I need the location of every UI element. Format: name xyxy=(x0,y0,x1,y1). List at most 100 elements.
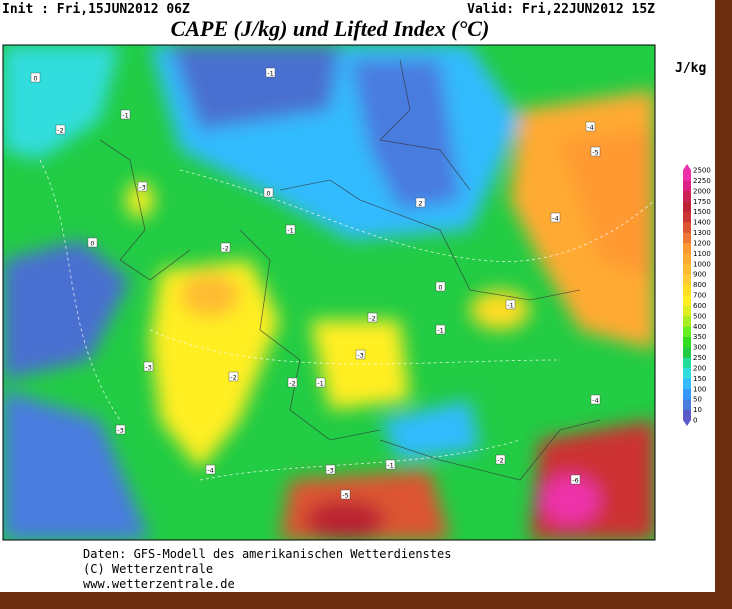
map-label: -1 xyxy=(122,112,128,120)
colorbar-band xyxy=(683,222,691,233)
map-label-box xyxy=(315,377,326,388)
unit-label: J/kg xyxy=(675,61,706,76)
map-label: 0 xyxy=(266,190,270,198)
colorbar-tick-label: 1500 xyxy=(693,208,711,216)
colorbar-tick-label: 400 xyxy=(693,323,706,331)
map-label: -2 xyxy=(289,380,295,388)
map-label-box xyxy=(340,489,351,500)
colorbar-band xyxy=(683,336,691,348)
colorbar-tick-label: 10 xyxy=(693,406,702,414)
colorbar-tick-label: 1400 xyxy=(693,219,711,227)
map-label-box xyxy=(435,324,446,335)
colorbar-band xyxy=(683,409,691,421)
map-label-box xyxy=(355,349,366,360)
map-frame xyxy=(2,44,656,541)
colorbar-tick-label: 200 xyxy=(693,364,706,372)
map-label: -2 xyxy=(57,127,63,135)
colorbar-band xyxy=(683,180,691,192)
map-label-box xyxy=(550,212,561,223)
map-label-box xyxy=(263,187,274,198)
colorbar-tick-label: 150 xyxy=(693,375,706,383)
map-label: -3 xyxy=(145,364,151,372)
map-label-box xyxy=(228,371,239,382)
colorbar-band xyxy=(683,399,691,410)
map-label-box xyxy=(385,459,396,470)
colorbar-tick-label: 1100 xyxy=(693,250,711,258)
map-label-box xyxy=(367,312,378,323)
map-labels: 0 -1 -2 -1 -3 0 0 -1 -2 -3 -4 -2 -3 -2 -1 -3 -4 -4 -5 -2 -1 -… xyxy=(30,67,601,500)
map-label-box xyxy=(287,377,298,388)
map-label: -2 xyxy=(497,457,503,465)
colorbar-tick-label: 800 xyxy=(693,281,706,289)
colorbar-tick-label: 700 xyxy=(693,292,706,300)
colorbar-tick-label: 250 xyxy=(693,354,706,362)
map-label-box xyxy=(55,124,66,135)
map xyxy=(3,45,655,540)
colorbar-band xyxy=(683,347,691,358)
colorbar-cap xyxy=(683,420,691,426)
colorbar-band xyxy=(683,357,691,369)
map-label-box xyxy=(585,121,596,132)
valid-time: Valid: Fri,22JUN2012 15Z xyxy=(467,2,655,17)
map-title: CAPE (J/kg) und Lifted Index (°C) xyxy=(171,16,490,41)
map-label-box xyxy=(30,72,41,83)
map-label: 0 xyxy=(438,284,442,292)
colorbar-tick-label: 500 xyxy=(693,312,706,320)
map-label: -4 xyxy=(592,397,598,405)
colorbar-cap xyxy=(683,164,691,170)
map-label-box xyxy=(87,237,98,248)
map-label: -1 xyxy=(507,302,513,310)
colorbar-band xyxy=(683,367,691,379)
colorbar-tick-label: 100 xyxy=(693,385,706,393)
footer-line: (C) Wetterzentrale xyxy=(83,562,213,576)
colorbar-tick-label: 300 xyxy=(693,344,706,352)
map-label: -6 xyxy=(572,477,578,485)
colorbar: 0 10 50 100 150 200 250 300 350 400 500 600 700 800 90… xyxy=(683,164,711,426)
colorbar-band xyxy=(683,253,691,265)
colorbar-tick-label: 1000 xyxy=(693,260,711,268)
colorbar-band xyxy=(683,284,691,296)
colorbar-tick-label: 1300 xyxy=(693,229,711,237)
colorbar-tick-label: 2500 xyxy=(693,167,711,175)
map-label-box xyxy=(505,299,516,310)
colorbar-band xyxy=(683,211,691,223)
colorbar-band xyxy=(683,242,691,254)
map-label-box xyxy=(415,197,426,208)
colorbar-band xyxy=(683,263,691,275)
map-label: -5 xyxy=(342,492,348,500)
colorbar-band xyxy=(683,305,691,317)
map-label: -1 xyxy=(387,462,393,470)
map-label: -5 xyxy=(592,149,598,157)
colorbar-band xyxy=(683,274,691,285)
map-label-box xyxy=(220,242,231,253)
colorbar-band xyxy=(683,378,691,390)
map-label: -4 xyxy=(552,215,558,223)
map-label: -3 xyxy=(327,467,333,475)
colorbar-tick-label: 50 xyxy=(693,396,702,404)
map-label-box xyxy=(570,474,581,485)
map-label: -2 xyxy=(369,315,375,323)
map-label: -1 xyxy=(287,227,293,235)
map-label-box xyxy=(325,464,336,475)
map-label: -4 xyxy=(587,124,593,132)
map-label: -2 xyxy=(222,245,228,253)
map-label-box xyxy=(143,361,154,372)
map-label-box xyxy=(590,394,601,405)
map-label: -3 xyxy=(117,427,123,435)
map-label: -4 xyxy=(207,467,213,475)
bottom-border xyxy=(0,592,732,609)
map-label: 0 xyxy=(90,240,94,248)
colorbar-band xyxy=(683,326,691,337)
colorbar-tick-label: 1750 xyxy=(693,198,711,206)
map-label-box xyxy=(495,454,506,465)
colorbar-tick-label: 2000 xyxy=(693,187,711,195)
colorbar-band xyxy=(683,232,691,244)
footer-line: Daten: GFS-Modell des amerikanischen Wet… xyxy=(83,547,451,561)
map-label: -1 xyxy=(317,380,323,388)
colorbar-tick-label: 900 xyxy=(693,271,706,279)
map-label-box xyxy=(115,424,126,435)
init-time: Init : Fri,15JUN2012 06Z xyxy=(2,2,190,17)
map-label: 2 xyxy=(418,200,422,208)
